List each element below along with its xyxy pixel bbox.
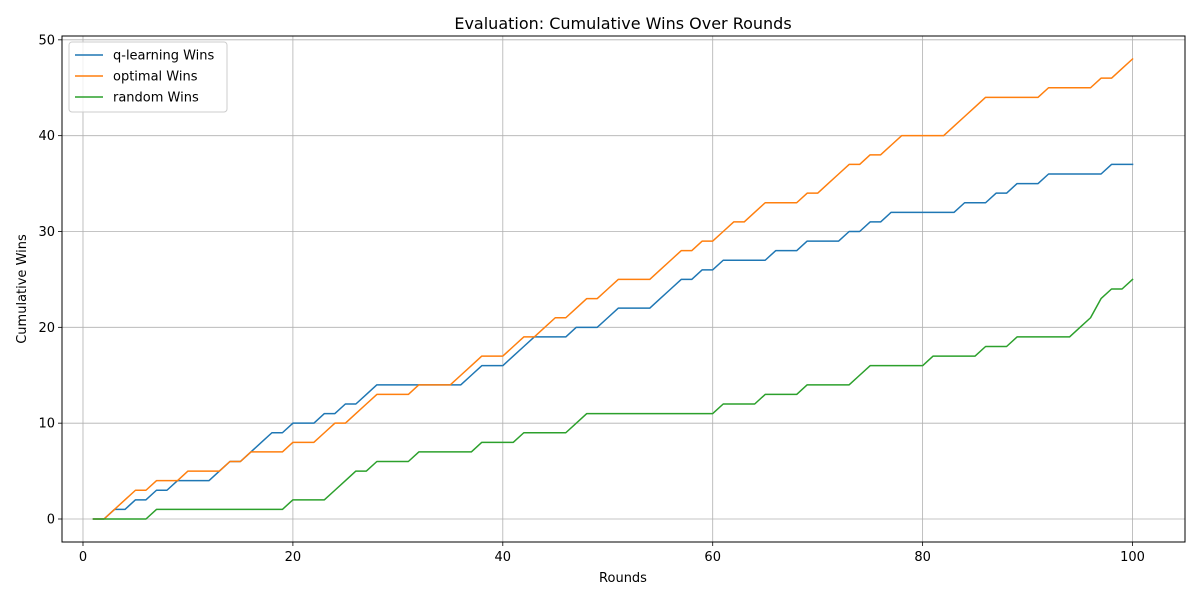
plot-area [61,35,1186,543]
legend: q-learning Wins optimal Wins random Wins [68,41,228,113]
grid [62,36,1185,542]
y-tick-label: 30 [38,225,55,240]
y-tick-label: 50 [38,33,55,48]
y-axis-label: Cumulative Wins [15,234,30,344]
x-tick-label: 40 [495,550,512,565]
y-tick-label: 10 [38,417,55,432]
x-axis: 0 20 40 60 80 100 [79,542,1145,565]
legend-label-1: q-learning Wins [113,49,215,64]
legend-label-2: optimal Wins [113,70,198,85]
series-line-3 [92,278,1134,520]
legend-label-3: random Wins [113,91,199,106]
series-line-1 [92,163,1134,520]
y-tick-label: 0 [47,513,55,528]
x-tick-label: 60 [704,550,721,565]
x-tick-label: 100 [1120,550,1145,565]
x-tick-label: 0 [79,550,87,565]
x-axis-label: Rounds [599,571,647,586]
plot-frame [61,35,1186,543]
chart-title: Evaluation: Cumulative Wins Over Rounds [454,14,791,33]
legend-box [68,41,228,113]
y-tick-label: 40 [38,129,55,144]
series-layer [92,57,1134,520]
x-tick-label: 20 [285,550,302,565]
series-line-2 [92,57,1134,520]
x-tick-label: 80 [914,550,931,565]
y-tick-label: 20 [38,321,55,336]
plot-background [62,36,1185,542]
y-axis: 0 10 20 30 40 50 [38,33,62,528]
